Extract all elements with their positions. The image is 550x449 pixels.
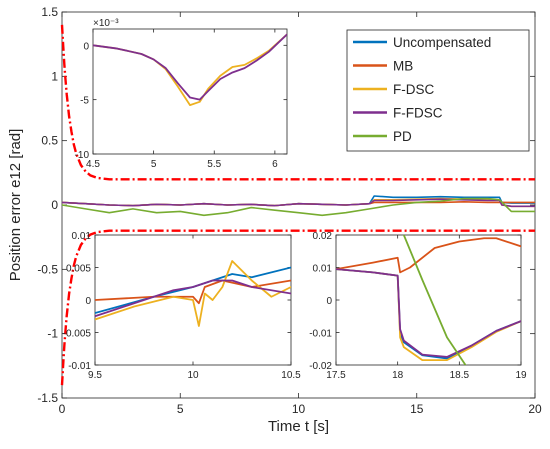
inset3-series-mb: [336, 237, 521, 274]
legend-box: [346, 29, 530, 152]
inset3-axes: 17.5 18 18.5 19 0.02 0.01 0 -0.01 -0.02: [309, 231, 527, 381]
inset1-y-tick-label: 0: [83, 41, 89, 52]
main-series-pd: [62, 197, 535, 217]
inset1-axes: 4.5 5 5.5 6 0 -5 -10: [75, 28, 288, 170]
inset1-y-tick-label: -10: [75, 150, 90, 161]
inset3-plot-frame: [335, 234, 522, 366]
inset3-y-tick-label: 0.01: [313, 264, 333, 275]
main-series-group: [62, 195, 535, 217]
main-x-tick-label: 15: [410, 402, 424, 416]
inset3-series-group: [336, 235, 521, 365]
main-y-tick-label: -0.5: [37, 262, 58, 276]
inset2-series-f-fdsc: [95, 279, 291, 318]
main-lower-bound: [60, 229, 535, 386]
inset1-series-f-fdsc: [93, 33, 287, 101]
inset3-x-tick-label: 18: [392, 370, 404, 381]
legend-entry-label: F-DSC: [393, 82, 434, 97]
main-y-tick-label: 1.5: [41, 5, 58, 19]
inset2-y-tick-label: 0.01: [72, 231, 92, 242]
inset2-series-f-dsc: [95, 260, 291, 327]
legend-entry-label: F-FDSC: [393, 106, 443, 121]
main-y-tick-label: 1: [51, 69, 58, 83]
inset1-x-tick-label: 6: [272, 159, 278, 170]
main-y-axis-title: Position error e12 [rad]: [7, 129, 24, 282]
inset1-x-tick-label: 5: [151, 159, 157, 170]
inset1-exponent-label: ×10⁻³: [93, 18, 119, 29]
main-x-tick-label: 5: [177, 402, 184, 416]
main-x-tick-label: 10: [292, 402, 306, 416]
main-bounds-group: [60, 24, 535, 386]
legend-entry-label: MB: [393, 59, 413, 74]
inset3-y-tick-label: 0.02: [313, 231, 333, 242]
inset2-y-tick-label: 0: [85, 296, 91, 307]
main-y-tick-label: 0: [51, 198, 58, 212]
inset3-y-tick-label: -0.02: [309, 361, 332, 372]
legend: Uncompensated MB F-DSC F-FDSC PD: [346, 29, 530, 152]
inset3-y-tick-label: 0: [326, 296, 332, 307]
main-y-tick-label: -1.5: [37, 391, 58, 405]
main-series-f-fdsc: [62, 198, 535, 208]
main-upper-bound: [60, 24, 535, 181]
inset2-x-tick-label: 10.5: [281, 370, 301, 381]
inset1-y-tick-label: -5: [80, 96, 89, 107]
inset1-x-tick-label: 4.5: [86, 159, 100, 170]
main-x-tick-label: 20: [528, 402, 542, 416]
inset3-series-pd: [402, 235, 467, 365]
main-y-tick-label: -1: [47, 327, 58, 341]
inset2-y-tick-label: -0.01: [68, 361, 91, 372]
inset2-y-tick-label: 0.005: [66, 264, 91, 275]
inset1-series-group: [93, 33, 287, 106]
inset2-y-tick-label: -0.005: [63, 329, 92, 340]
inset3-y-tick-label: -0.01: [309, 329, 332, 340]
inset1-x-tick-label: 5.5: [207, 159, 221, 170]
inset3-x-tick-label: 19: [515, 370, 527, 381]
legend-entry-label: Uncompensated: [393, 35, 491, 50]
inset3-x-tick-label: 17.5: [326, 370, 346, 381]
main-y-tick-label: 0.5: [41, 134, 58, 148]
main-x-tick-label: 0: [59, 402, 66, 416]
inset2-x-tick-label: 9.5: [88, 370, 102, 381]
legend-entry-label: PD: [393, 129, 412, 144]
main-x-axis-title: Time t [s]: [268, 418, 329, 435]
inset2-series-group: [95, 260, 291, 327]
inset2-x-tick-label: 10: [187, 370, 199, 381]
inset3-series-f-fdsc: [336, 268, 521, 358]
inset3-x-tick-label: 18.5: [450, 370, 470, 381]
inset1-plot-frame: [92, 28, 288, 155]
inset2-axes: 9.5 10 10.5 0.01 0.005 0 -0.005 -0.01: [63, 231, 302, 381]
